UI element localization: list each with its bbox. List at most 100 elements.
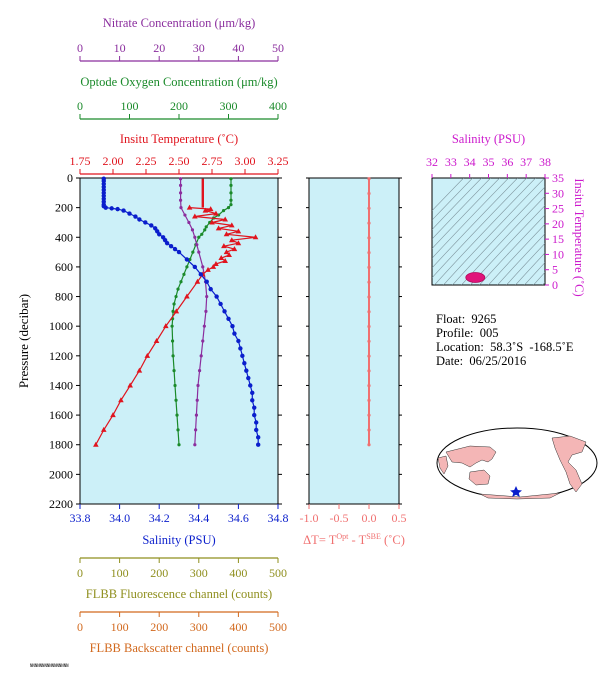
density-contour	[479, 214, 545, 285]
delta-t-point	[367, 398, 371, 402]
temperature-point	[118, 397, 124, 403]
oxygen-tick-label: 400	[269, 99, 287, 113]
salinity-point	[230, 323, 235, 329]
ts-x-tick-label: 33	[445, 155, 457, 169]
oxygen-point	[174, 398, 178, 402]
temperature-point	[110, 412, 116, 418]
salinity-point	[242, 361, 247, 366]
nitrate-point	[197, 250, 201, 254]
density-contour	[432, 178, 492, 240]
ts-y-tick-label: 35	[552, 171, 564, 185]
salinity-point	[164, 241, 170, 246]
float-location: Location: 58.3˚S -168.5˚E	[436, 340, 574, 354]
ts-y-tick-label: 10	[552, 247, 564, 261]
map-antarctica-land	[479, 492, 561, 500]
salinity-tick-label: 34.6	[228, 511, 249, 525]
salinity-point	[208, 286, 213, 292]
oxygen-point	[182, 272, 186, 276]
nitrate-point	[201, 339, 205, 343]
delta-t-point	[367, 354, 371, 358]
oxygen-point	[170, 339, 175, 343]
delta-t-point	[367, 191, 371, 196]
salinity-point	[256, 442, 261, 447]
nitrate-point	[199, 354, 203, 358]
oxygen-point	[176, 428, 180, 432]
temperature-point	[186, 204, 193, 210]
oxygen-point	[185, 265, 189, 269]
nitrate-tick-label: 40	[232, 41, 244, 55]
ts-x-tick-label: 35	[483, 155, 495, 169]
delta-t-point	[367, 369, 371, 373]
ts-x-axis-title: Salinity (PSU)	[452, 132, 525, 146]
salinity-tick-label: 34.8	[268, 511, 289, 525]
delta-t-axis-label: ΔT= TOpt - TSBE (˚C)	[303, 532, 405, 547]
salinity-point	[198, 272, 203, 277]
oxygen-tick-label: 100	[121, 99, 139, 113]
delta-t-point	[367, 339, 371, 343]
density-contour	[432, 178, 510, 259]
salinity-point	[115, 206, 120, 212]
delta-t-plot-area	[308, 177, 400, 505]
oxygen-point	[229, 177, 233, 181]
salinity-point	[256, 435, 261, 440]
salinity-point	[226, 316, 231, 321]
temperature-point	[226, 252, 232, 258]
oxygen-point	[229, 183, 233, 188]
oxygen-point	[226, 206, 231, 210]
nitrate-point	[183, 213, 187, 217]
delta-t-point	[367, 413, 371, 417]
oxygen-point	[179, 280, 183, 284]
pressure-tick-label: 1000	[49, 319, 73, 333]
oxygen-point	[170, 324, 174, 328]
temperature-point	[100, 426, 107, 432]
temperature-point	[194, 278, 201, 284]
nitrate-axis-title: Nitrate Concentration (μm/kg)	[103, 16, 256, 30]
density-contour	[452, 186, 545, 285]
fluorescence-tick-label: 100	[111, 566, 129, 580]
pressure-tick-label: 200	[55, 201, 73, 215]
fluorescence-tick-label: 300	[190, 566, 208, 580]
delta-t-point	[367, 428, 371, 432]
salinity-point	[121, 208, 126, 213]
delta-t-tick-label: -1.0	[300, 511, 319, 525]
fluorescence-tick-label: 0	[77, 566, 83, 580]
salinity-point	[204, 279, 209, 284]
temperature-point	[235, 228, 242, 234]
temperature-point	[184, 293, 190, 299]
temperature-point	[205, 266, 211, 272]
temperature-point	[215, 225, 222, 231]
oxygen-tick-label: 0	[77, 99, 83, 113]
delta-t-tick-label: 0.5	[392, 511, 407, 525]
oxygen-point	[171, 309, 175, 313]
temperature-axis-title: Insitu Temperature (˚C)	[120, 132, 238, 146]
oxygen-point	[191, 250, 195, 254]
salinity-point	[240, 353, 245, 359]
world-map	[436, 427, 598, 500]
backscatter-tick-label: 500	[269, 620, 287, 634]
temperature-point	[202, 207, 209, 213]
pressure-tick-label: 2200	[49, 497, 73, 511]
temperature-point	[153, 338, 160, 343]
pressure-tick-label: 600	[55, 260, 73, 274]
salinity-point	[137, 217, 142, 222]
nitrate-tick-label: 20	[153, 41, 165, 55]
oxygen-point	[173, 383, 177, 388]
oxygen-axis: 0 100 200 300 400 Optode Oxygen Concentration…	[77, 75, 287, 120]
temperature-point	[163, 323, 169, 329]
delta-t-tick-label: 0.0	[362, 511, 377, 525]
salinity-tick-label: 33.8	[70, 511, 91, 525]
temperature-point	[144, 352, 151, 358]
temperature-point	[229, 222, 235, 228]
delta-t-point	[367, 295, 371, 299]
temperature-point	[223, 231, 230, 237]
salinity-point	[172, 246, 178, 252]
nitrate-point	[204, 309, 208, 313]
oxygen-point	[229, 203, 233, 207]
profile-number: Profile: 005	[436, 326, 499, 340]
oxygen-point	[172, 302, 176, 306]
nitrate-point	[179, 206, 183, 210]
profile-series	[93, 176, 261, 447]
temperature-point	[192, 213, 198, 219]
delta-t-point	[367, 443, 371, 447]
